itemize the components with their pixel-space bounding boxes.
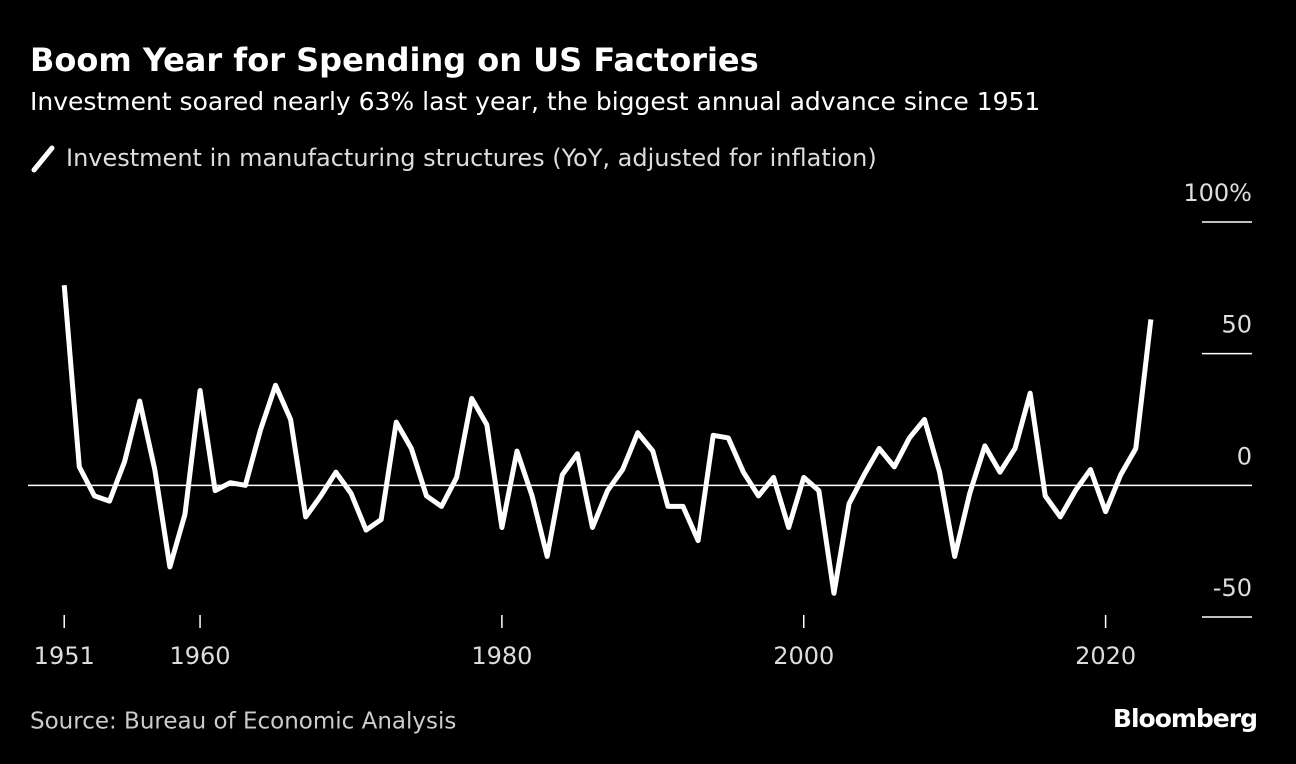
x-tick-label: 2020 — [1075, 642, 1136, 670]
data-line — [61, 284, 1154, 596]
y-tick-label: 100% — [1183, 179, 1252, 207]
x-tick-label: 1951 — [34, 642, 95, 670]
source: Source: Bureau of Economic Analysis — [30, 709, 456, 735]
x-tick-label: 1980 — [471, 642, 532, 670]
x-tick-label: 2000 — [773, 642, 834, 670]
brand: Bloomberg — [1113, 704, 1257, 733]
y-tick-label: 0 — [1237, 442, 1252, 470]
legend-swatch — [31, 145, 55, 173]
chart-title: Boom Year for Spending on US Factories — [30, 41, 759, 79]
legend-label: Investment in manufacturing structures (… — [66, 144, 877, 172]
y-tick-label: 50 — [1221, 311, 1252, 339]
y-tick-label: -50 — [1213, 574, 1252, 602]
x-tick-label: 1960 — [170, 642, 231, 670]
chart-subtitle: Investment soared nearly 63% last year, … — [30, 87, 1040, 116]
